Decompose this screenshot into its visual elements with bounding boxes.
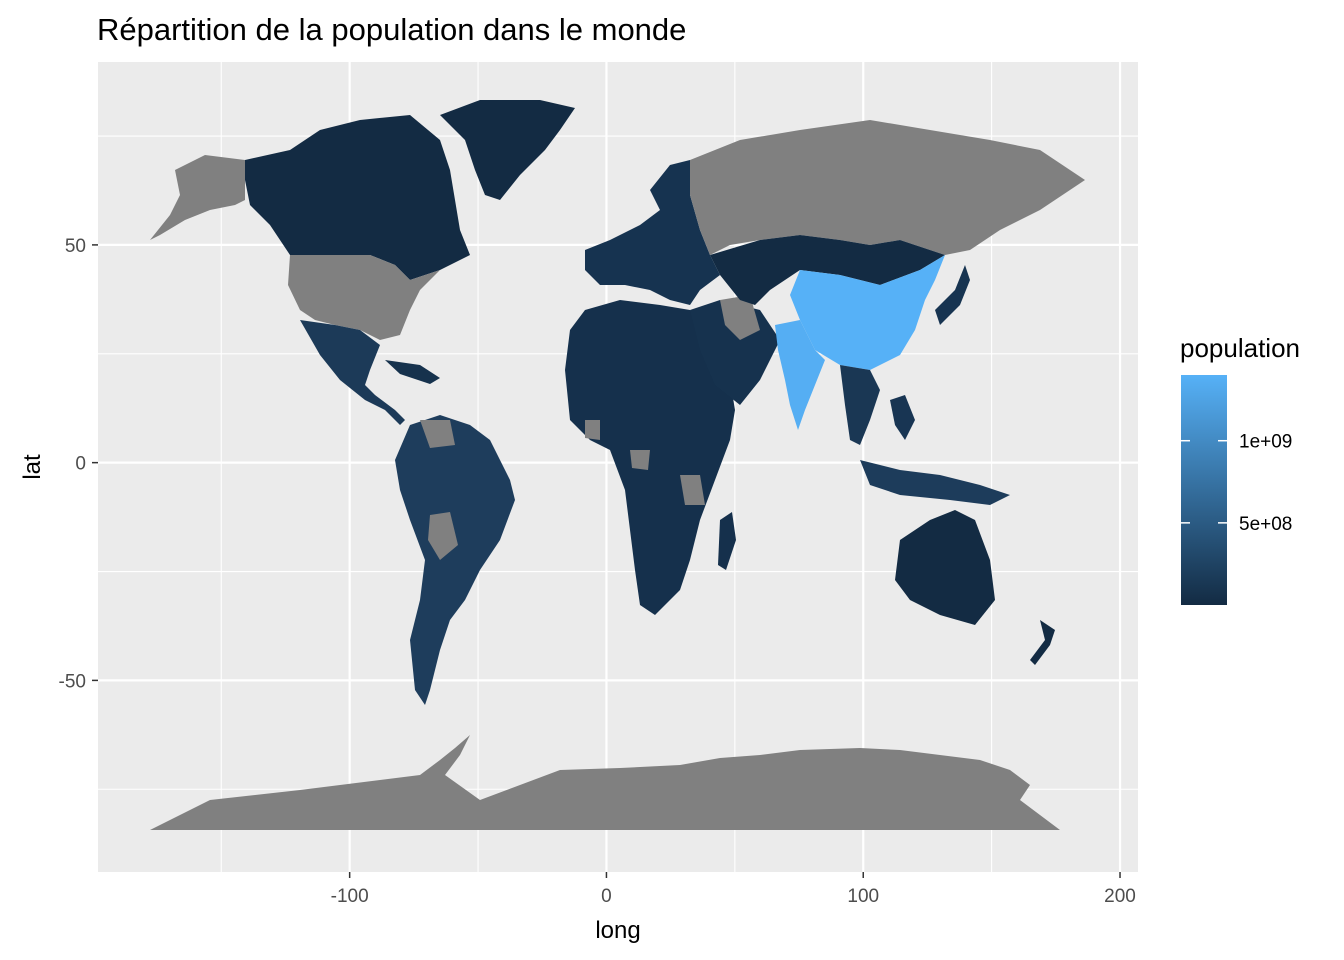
region-africa <box>565 300 735 615</box>
country-polygons <box>150 100 1085 830</box>
chart-title: Répartition de la population dans le mon… <box>97 12 686 47</box>
region-canada <box>245 115 470 280</box>
region-madagascar <box>718 512 736 570</box>
region-greenland <box>440 100 575 200</box>
region-bolivia-grey <box>428 512 458 560</box>
region-africa-grey-west <box>585 420 600 440</box>
region-venezuela-grey <box>420 420 455 448</box>
x-tick-label: -100 <box>331 886 369 907</box>
region-philippines <box>890 395 915 440</box>
region-alaska <box>150 155 245 240</box>
y-axis-title: lat <box>19 454 46 480</box>
y-tick-label: 0 <box>75 454 86 475</box>
region-europe <box>585 160 720 305</box>
region-china <box>790 255 945 370</box>
region-russia <box>690 120 1085 255</box>
region-south-america <box>395 415 515 705</box>
region-mexico <box>300 320 405 425</box>
x-tick-label: 100 <box>847 886 879 907</box>
x-axis-title: long <box>595 917 640 944</box>
y-axis-ticks: -50 0 50 <box>59 236 98 692</box>
region-indonesia <box>860 460 1010 505</box>
region-antarctica <box>150 735 1060 830</box>
region-africa-grey-east <box>680 475 705 505</box>
x-tick-label: 200 <box>1104 886 1136 907</box>
legend: population 5e+08 1e+09 <box>1180 333 1300 605</box>
region-india <box>775 320 825 430</box>
region-iran-grey <box>720 295 760 340</box>
region-africa-grey-central <box>630 450 650 470</box>
region-usa <box>288 255 440 340</box>
x-tick-label: 0 <box>601 886 612 907</box>
legend-ticks: 5e+08 1e+09 <box>1181 432 1292 535</box>
region-new-zealand <box>1030 620 1055 665</box>
legend-tick-label: 1e+09 <box>1239 432 1292 453</box>
legend-title: population <box>1180 333 1300 363</box>
legend-colorbar <box>1181 375 1227 605</box>
y-tick-label: -50 <box>59 671 86 692</box>
region-japan <box>935 265 970 325</box>
x-axis-ticks: -100 0 100 200 <box>331 872 1136 907</box>
region-caribbean <box>385 360 440 384</box>
y-tick-label: 50 <box>65 236 86 257</box>
region-australia <box>895 510 995 625</box>
legend-tick-label: 5e+08 <box>1239 514 1292 535</box>
region-se-asia <box>840 365 880 445</box>
region-central-asia <box>710 235 945 305</box>
